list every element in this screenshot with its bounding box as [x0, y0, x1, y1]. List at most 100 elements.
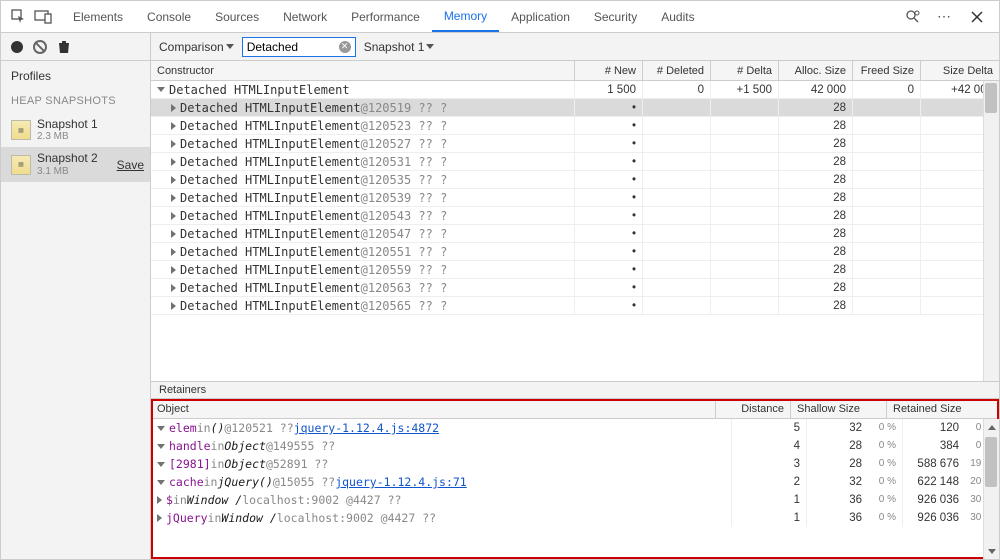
disclosure-icon[interactable]	[171, 302, 176, 310]
retainers-title: Retainers	[151, 381, 999, 399]
col-deleted[interactable]: # Deleted	[643, 61, 711, 80]
disclosure-icon[interactable]	[171, 284, 176, 292]
clear-filter-icon[interactable]: ✕	[339, 41, 351, 53]
disclosure-icon[interactable]	[157, 426, 165, 431]
table-row[interactable]: Detached HTMLInputElement @120559 ?? ? •…	[151, 261, 999, 279]
memory-toolbar: Comparison ✕ Snapshot 1	[1, 33, 999, 61]
snapshot-size: 3.1 MB	[37, 166, 98, 178]
save-link[interactable]: Save	[117, 158, 144, 172]
disclosure-icon[interactable]	[171, 248, 176, 256]
delete-icon[interactable]	[57, 40, 71, 54]
table-row[interactable]: Detached HTMLInputElement @120543 ?? ? •…	[151, 207, 999, 225]
disclosure-icon[interactable]	[171, 122, 176, 130]
view-mode-label: Comparison	[159, 40, 224, 54]
source-link[interactable]: jquery-1.12.4.js:71	[335, 475, 467, 489]
base-snapshot-dropdown[interactable]: Snapshot 1	[364, 40, 435, 54]
col-new[interactable]: # New	[575, 61, 643, 80]
devtools-tabbar: ElementsConsoleSourcesNetworkPerformance…	[1, 1, 999, 33]
view-mode-dropdown[interactable]: Comparison	[159, 40, 234, 54]
tab-network[interactable]: Network	[271, 1, 339, 32]
disclosure-icon[interactable]	[171, 266, 176, 274]
scrollbar-vertical-retainers[interactable]	[983, 419, 999, 559]
disclosure-icon[interactable]	[157, 514, 162, 522]
col-sizedelta[interactable]: Size Delta	[921, 61, 999, 80]
constructor-grid-header: Constructor # New # Deleted # Delta Allo…	[151, 61, 999, 81]
snapshot-size: 2.3 MB	[37, 131, 98, 143]
tab-sources[interactable]: Sources	[203, 1, 271, 32]
search-panel-icon[interactable]	[901, 5, 925, 29]
scrollbar-vertical[interactable]	[983, 81, 999, 381]
profiles-sidebar: Profiles HEAP SNAPSHOTS ▦ Snapshot 1 2.3…	[1, 61, 151, 559]
table-row-group[interactable]: Detached HTMLInputElement 1 500 0 +1 500…	[151, 81, 999, 99]
table-row[interactable]: Detached HTMLInputElement @120563 ?? ? •…	[151, 279, 999, 297]
tab-application[interactable]: Application	[499, 1, 582, 32]
col-alloc[interactable]: Alloc. Size	[779, 61, 853, 80]
table-row[interactable]: Detached HTMLInputElement @120539 ?? ? •…	[151, 189, 999, 207]
clear-icon[interactable]	[33, 40, 47, 54]
table-row[interactable]: Detached HTMLInputElement @120531 ?? ? •…	[151, 153, 999, 171]
table-row[interactable]: Detached HTMLInputElement @120547 ?? ? •…	[151, 225, 999, 243]
snapshot-icon: ▦	[11, 120, 31, 140]
col-distance[interactable]: Distance	[716, 399, 791, 418]
disclosure-icon[interactable]	[157, 462, 165, 467]
disclosure-icon[interactable]	[157, 480, 165, 485]
device-icon[interactable]	[31, 5, 55, 29]
snapshot-name: Snapshot 1	[37, 117, 98, 131]
disclosure-icon[interactable]	[171, 176, 176, 184]
disclosure-icon[interactable]	[157, 444, 165, 449]
chevron-down-icon	[226, 44, 234, 49]
base-snapshot-label: Snapshot 1	[364, 40, 425, 54]
col-constructor[interactable]: Constructor	[151, 61, 575, 80]
table-row[interactable]: Detached HTMLInputElement @120551 ?? ? •…	[151, 243, 999, 261]
close-icon[interactable]	[965, 5, 989, 29]
disclosure-icon[interactable]	[157, 496, 162, 504]
col-retained[interactable]: Retained Size	[887, 399, 983, 418]
table-row[interactable]: Detached HTMLInputElement @120535 ?? ? •…	[151, 171, 999, 189]
disclosure-icon[interactable]	[171, 104, 176, 112]
retainer-row[interactable]: $ in Window / localhost:9002 @4427 ?? 1 …	[151, 491, 999, 509]
retainer-row[interactable]: jQuery in Window / localhost:9002 @4427 …	[151, 509, 999, 527]
panel-tabs: ElementsConsoleSourcesNetworkPerformance…	[61, 1, 901, 32]
table-row[interactable]: Detached HTMLInputElement @120527 ?? ? •…	[151, 135, 999, 153]
filter-text[interactable]	[247, 40, 335, 54]
retainers-header: Object Distance Shallow Size Retained Si…	[151, 399, 999, 419]
snapshot-name: Snapshot 2	[37, 151, 98, 165]
tab-console[interactable]: Console	[135, 1, 203, 32]
scroll-thumb[interactable]	[985, 83, 997, 113]
tab-elements[interactable]: Elements	[61, 1, 135, 32]
retainers-grid: elem in () @120521 ?? jquery-1.12.4.js:4…	[151, 419, 999, 559]
tab-performance[interactable]: Performance	[339, 1, 432, 32]
disclosure-icon[interactable]	[171, 230, 176, 238]
disclosure-icon[interactable]	[171, 140, 176, 148]
retainer-row[interactable]: elem in () @120521 ?? jquery-1.12.4.js:4…	[151, 419, 999, 437]
more-icon[interactable]: ⋯	[933, 5, 957, 29]
col-shallow[interactable]: Shallow Size	[791, 399, 887, 418]
tab-security[interactable]: Security	[582, 1, 649, 32]
table-row[interactable]: Detached HTMLInputElement @120523 ?? ? •…	[151, 117, 999, 135]
chevron-down-icon	[426, 44, 434, 49]
class-filter-input[interactable]: ✕	[242, 37, 356, 57]
table-row[interactable]: Detached HTMLInputElement @120519 ?? ? •…	[151, 99, 999, 117]
col-delta[interactable]: # Delta	[711, 61, 779, 80]
snapshot-item[interactable]: ▦ Snapshot 2 3.1 MB Save	[1, 147, 150, 181]
disclosure-icon[interactable]	[171, 194, 176, 202]
snapshot-item[interactable]: ▦ Snapshot 1 2.3 MB	[1, 113, 150, 147]
tab-memory[interactable]: Memory	[432, 1, 499, 32]
retainers-panel: Object Distance Shallow Size Retained Si…	[151, 399, 999, 559]
scroll-thumb[interactable]	[985, 437, 997, 487]
disclosure-icon[interactable]	[157, 87, 165, 92]
source-link[interactable]: jquery-1.12.4.js:4872	[294, 421, 439, 435]
retainer-row[interactable]: handle in Object @149555 ?? 4 280 % 3840…	[151, 437, 999, 455]
table-row[interactable]: Detached HTMLInputElement @120565 ?? ? •…	[151, 297, 999, 315]
retainer-row[interactable]: cache in jQuery() @15055 ?? jquery-1.12.…	[151, 473, 999, 491]
scroll-up-icon[interactable]	[983, 419, 999, 435]
tab-audits[interactable]: Audits	[649, 1, 706, 32]
disclosure-icon[interactable]	[171, 212, 176, 220]
col-freed[interactable]: Freed Size	[853, 61, 921, 80]
disclosure-icon[interactable]	[171, 158, 176, 166]
inspect-icon[interactable]	[7, 5, 31, 29]
retainer-row[interactable]: [2981] in Object @52891 ?? 3 280 % 588 6…	[151, 455, 999, 473]
scroll-down-icon[interactable]	[983, 543, 999, 559]
col-object[interactable]: Object	[151, 399, 716, 418]
record-icon[interactable]	[11, 41, 23, 53]
